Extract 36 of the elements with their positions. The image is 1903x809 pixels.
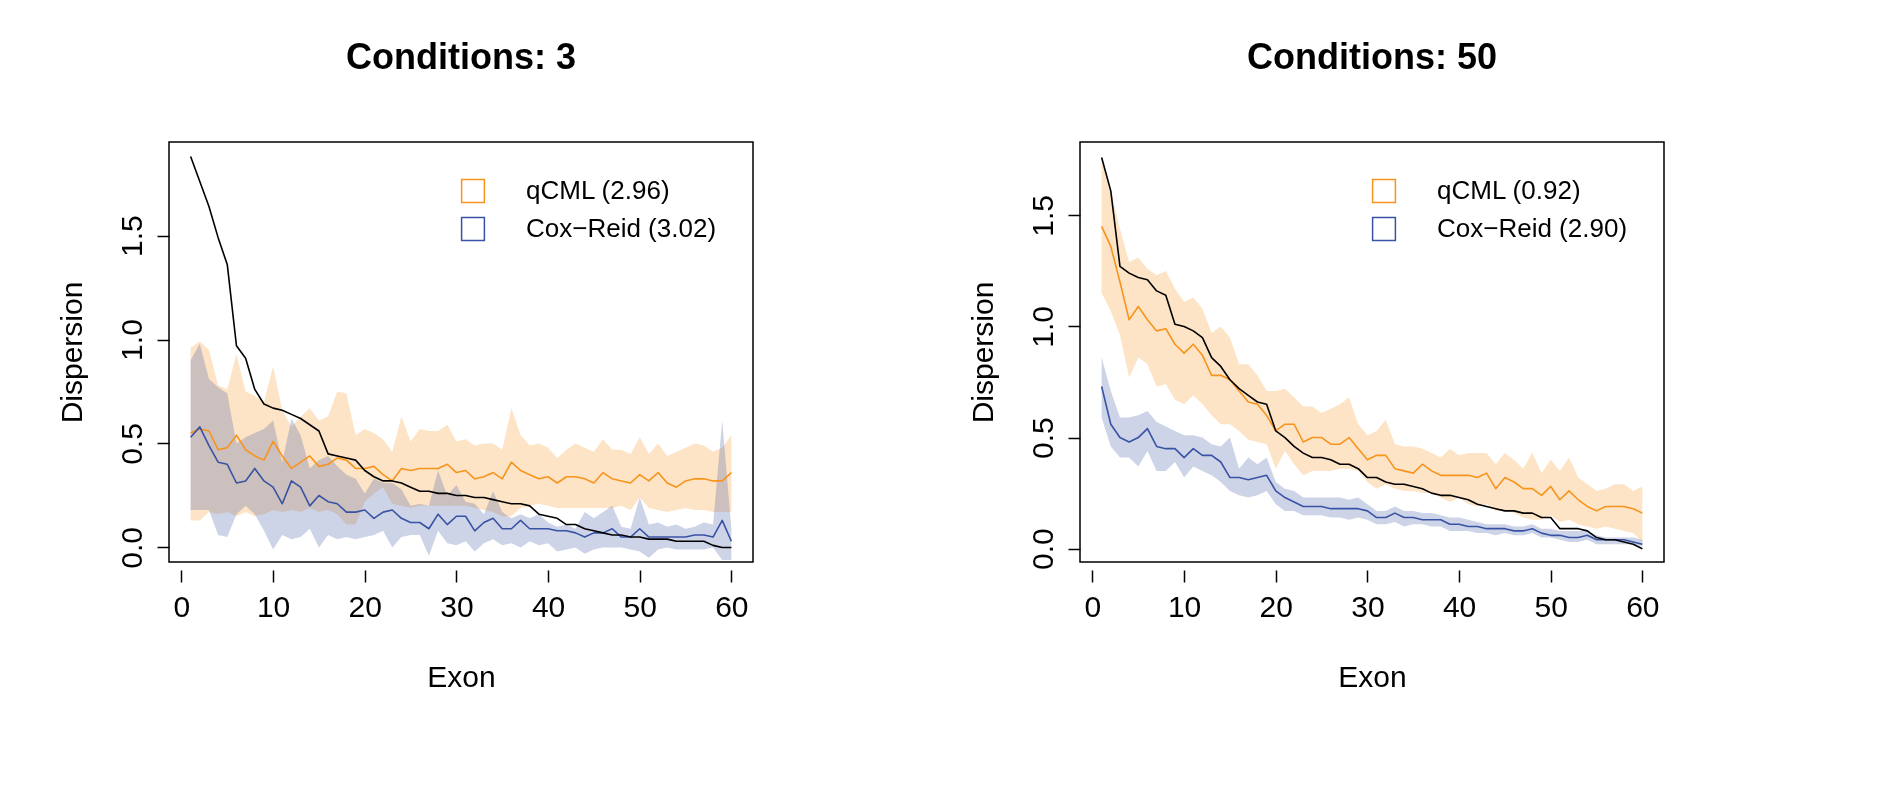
x-tick-label: 60 bbox=[1626, 589, 1660, 623]
line-series bbox=[1100, 385, 1644, 546]
y-tick-label: 0.0 bbox=[114, 527, 148, 569]
line-series bbox=[189, 426, 733, 543]
y-tick-label: 1.5 bbox=[1025, 194, 1059, 237]
y-tick-label: 1.5 bbox=[114, 215, 148, 257]
legend-label: qCML (2.96) bbox=[526, 175, 670, 205]
x-tick-label: 10 bbox=[256, 589, 291, 623]
y-tick-label: 1.0 bbox=[1025, 306, 1059, 348]
y-tick-label: 0.5 bbox=[1025, 417, 1059, 459]
line-series bbox=[189, 428, 733, 488]
chart-title: Conditions: 3 bbox=[346, 36, 576, 77]
x-tick-label: 50 bbox=[623, 589, 657, 623]
x-tick-label: 30 bbox=[440, 589, 474, 623]
line-series bbox=[189, 155, 733, 549]
y-tick-label: 0.5 bbox=[114, 423, 148, 465]
x-tick-label: 20 bbox=[348, 589, 382, 623]
x-axis-title: Exon bbox=[427, 659, 496, 693]
x-tick-label: 0 bbox=[1084, 589, 1102, 623]
y-axis-title: Dispersion bbox=[54, 281, 88, 424]
x-tick-label: 30 bbox=[1351, 589, 1385, 623]
x-tick-label: 40 bbox=[1442, 589, 1477, 623]
x-tick-label: 20 bbox=[1259, 589, 1293, 623]
x-tick-label: 0 bbox=[173, 589, 191, 623]
legend-label: qCML (0.92) bbox=[1437, 175, 1581, 205]
x-tick-label: 40 bbox=[531, 589, 566, 623]
x-tick-label: 60 bbox=[715, 589, 749, 623]
x-axis-title: Exon bbox=[1338, 659, 1407, 693]
chart-title: Conditions: 50 bbox=[1247, 36, 1497, 77]
legend-label: Cox−Reid (3.02) bbox=[526, 213, 717, 243]
y-tick-label: 1.0 bbox=[114, 319, 148, 361]
x-tick-label: 50 bbox=[1534, 589, 1568, 623]
y-axis-title: Dispersion bbox=[965, 281, 999, 424]
legend-label: Cox−Reid (2.90) bbox=[1437, 213, 1628, 243]
x-tick-label: 10 bbox=[1167, 589, 1202, 623]
y-tick-label: 0.0 bbox=[1025, 528, 1059, 571]
